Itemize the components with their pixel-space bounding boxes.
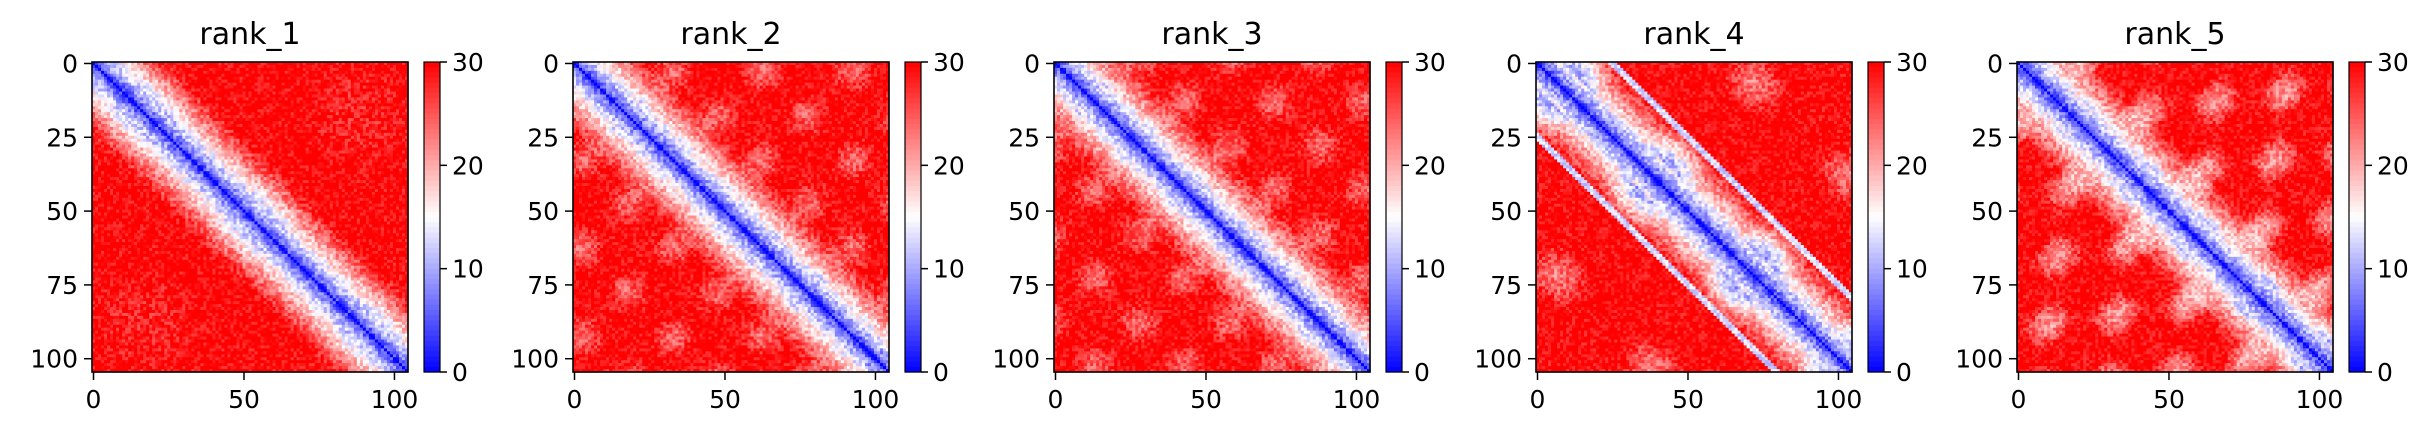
panel-title: rank_1 [199,17,300,52]
